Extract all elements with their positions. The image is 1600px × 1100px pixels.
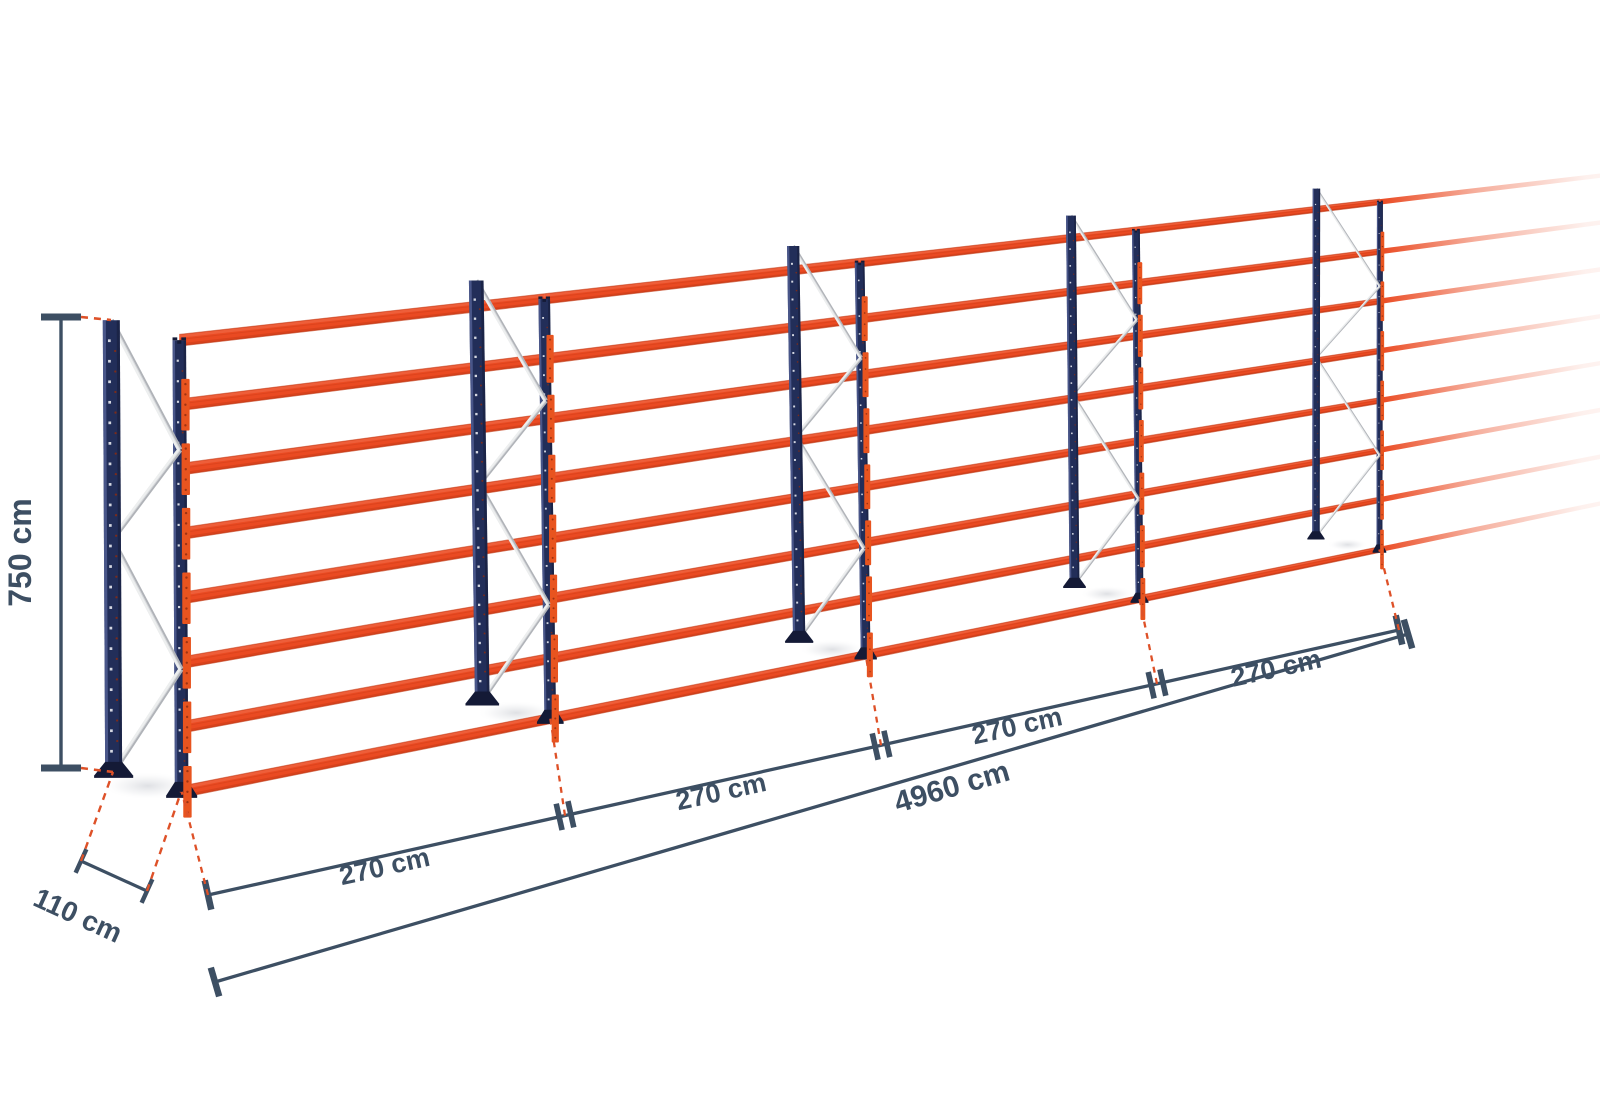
svg-text:750 cm: 750 cm — [2, 498, 38, 607]
